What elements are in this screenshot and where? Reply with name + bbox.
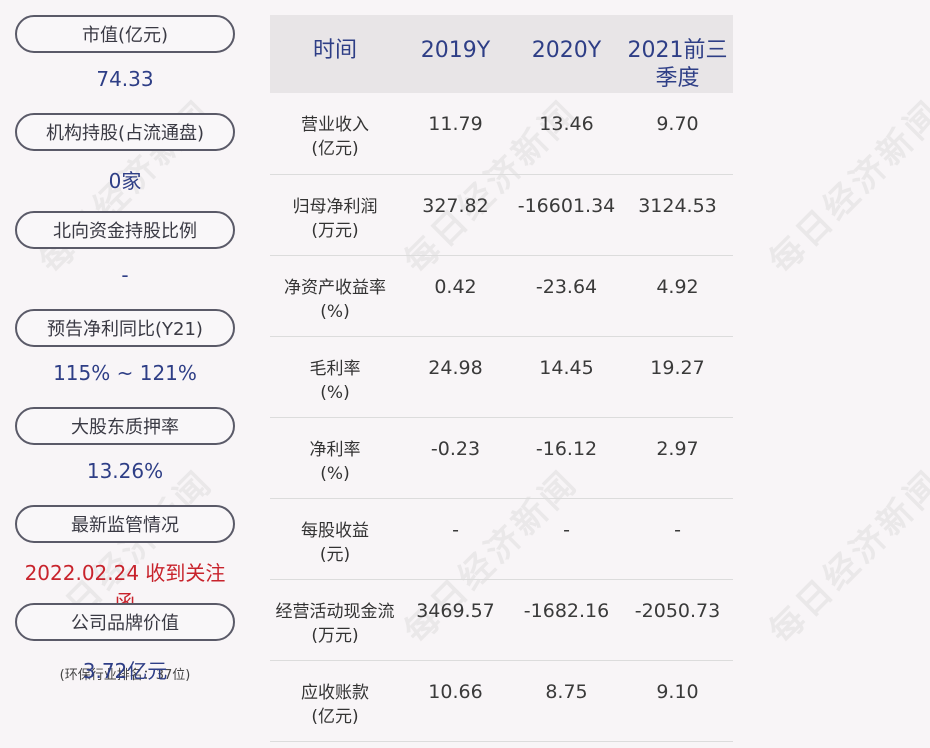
table-row: 经营活动现金流 (万元) 3469.57 -1682.16 -2050.73 xyxy=(270,579,733,660)
table-cell: 19.27 xyxy=(650,356,705,379)
metric-label: 公司品牌价值 xyxy=(15,603,235,641)
row-label-unit: (亿元) xyxy=(311,706,359,727)
metric-regulatory-status: 最新监管情况 2022.02.24 收到关注函 xyxy=(15,505,235,614)
metrics-panel: 市值(亿元) 74.33 机构持股(占流通盘) 0家 北向资金持股比例 - 预告… xyxy=(15,15,235,701)
row-label-name: 毛利率 xyxy=(309,358,361,379)
row-label-name: 归母净利润 xyxy=(292,196,378,217)
table-cell: 14.45 xyxy=(539,356,594,379)
table-cell: 0.42 xyxy=(434,275,477,298)
metric-brand-value: 公司品牌价值 3.72亿元 xyxy=(15,603,235,701)
row-label-name: 净资产收益率 xyxy=(284,277,386,298)
metric-value: 13.26% xyxy=(86,459,164,483)
table-cell: -1682.16 xyxy=(523,599,610,622)
watermark: 每日经济新闻 xyxy=(761,92,930,282)
row-label: 经营活动现金流 (万元) xyxy=(270,579,400,660)
table-cell: 327.82 xyxy=(422,194,489,217)
row-label-unit: (%) xyxy=(320,301,350,322)
row-label-name: 净利率 xyxy=(309,439,361,460)
row-label-unit: (亿元) xyxy=(311,139,359,159)
table-cell: 3124.53 xyxy=(638,194,717,217)
table-cell: -16601.34 xyxy=(517,194,616,217)
row-label-unit: (万元) xyxy=(311,625,359,646)
table-row: 毛利率 (%) 24.98 14.45 19.27 xyxy=(270,336,733,417)
table-cell: 2.97 xyxy=(656,437,699,460)
column-header: 2021前三季度 xyxy=(627,38,728,91)
table-row: 应收账款 (亿元) 10.66 8.75 9.10 xyxy=(270,660,733,741)
column-header: 2019Y xyxy=(420,38,491,63)
row-label-unit: (%) xyxy=(320,463,350,484)
row-label: 应收账款 (亿元) xyxy=(270,660,400,741)
row-label-name: 经营活动现金流 xyxy=(275,601,395,622)
row-label: 净资产收益率 (%) xyxy=(270,255,400,336)
metric-market-cap: 市值(亿元) 74.33 xyxy=(15,15,235,113)
metric-value: 0家 xyxy=(108,169,142,193)
metric-label: 机构持股(占流通盘) xyxy=(15,113,235,151)
row-label-name: 营业收入 xyxy=(301,115,369,135)
table-cell: 24.98 xyxy=(428,356,483,379)
row-label-name: 应收账款 xyxy=(301,682,369,703)
table-row: 归母净利润 (万元) 327.82 -16601.34 3124.53 xyxy=(270,174,733,255)
table-cell: 9.10 xyxy=(656,680,699,703)
row-label-unit: (万元) xyxy=(311,220,359,241)
row-label: 毛利率 (%) xyxy=(270,336,400,417)
row-label: 每股收益 (元) xyxy=(270,498,400,579)
table-row: 净利率 (%) -0.23 -16.12 2.97 xyxy=(270,417,733,498)
metric-value: 74.33 xyxy=(96,67,154,91)
table-cell: 9.70 xyxy=(656,113,699,135)
metric-northbound-ratio: 北向资金持股比例 - xyxy=(15,211,235,309)
table-cell: - xyxy=(563,518,570,541)
row-label: 营业收入 (亿元) xyxy=(270,93,400,174)
table-row: 净资产收益率 (%) 0.42 -23.64 4.92 xyxy=(270,255,733,336)
table-row: 营业收入 (亿元) 11.79 13.46 9.70 xyxy=(270,93,733,174)
metric-value: 3.72亿元 xyxy=(82,659,168,683)
row-label-unit: (%) xyxy=(320,382,350,403)
table-cell: - xyxy=(674,518,681,541)
row-label: 净利率 (%) xyxy=(270,417,400,498)
metric-profit-forecast: 预告净利同比(Y21) 115% ~ 121% xyxy=(15,309,235,407)
column-header: 2020Y xyxy=(531,38,602,63)
row-label: 归母净利润 (万元) xyxy=(270,174,400,255)
table-cell: 11.79 xyxy=(428,113,483,135)
table-cell: 3469.57 xyxy=(416,599,495,622)
brand-rank-note: (环保行业排名：37位) xyxy=(59,668,191,683)
column-header: 时间 xyxy=(312,38,357,63)
table-cell: 10.66 xyxy=(428,680,483,703)
metric-label: 北向资金持股比例 xyxy=(15,211,235,249)
row-label-name: 每股收益 xyxy=(301,520,369,541)
table-cell: 13.46 xyxy=(539,113,594,135)
table-cell: -0.23 xyxy=(430,437,481,460)
metric-label: 预告净利同比(Y21) xyxy=(15,309,235,347)
metric-label: 最新监管情况 xyxy=(15,505,235,543)
table-cell: -23.64 xyxy=(535,275,598,298)
watermark: 每日经济新闻 xyxy=(761,462,930,652)
table-cell: -2050.73 xyxy=(634,599,721,622)
metric-value: - xyxy=(121,263,129,287)
table-cell: -16.12 xyxy=(535,437,598,460)
metric-label: 市值(亿元) xyxy=(15,15,235,53)
financial-table: 时间 2019Y 2020Y 2021前三季度 营业收入 (亿元) 11.79 13.… xyxy=(270,15,733,742)
metric-value: 115% ~ 121% xyxy=(53,361,197,385)
metric-pledge-ratio: 大股东质押率 13.26% xyxy=(15,407,235,505)
table-header-row: 时间 2019Y 2020Y 2021前三季度 xyxy=(270,15,733,93)
metric-label: 大股东质押率 xyxy=(15,407,235,445)
table-cell: - xyxy=(452,518,459,541)
metric-institutional-holding: 机构持股(占流通盘) 0家 xyxy=(15,113,235,211)
table-row: 每股收益 (元) - - - xyxy=(270,498,733,579)
table-cell: 8.75 xyxy=(545,680,588,703)
table-cell: 4.92 xyxy=(656,275,699,298)
row-label-unit: (元) xyxy=(319,544,351,565)
